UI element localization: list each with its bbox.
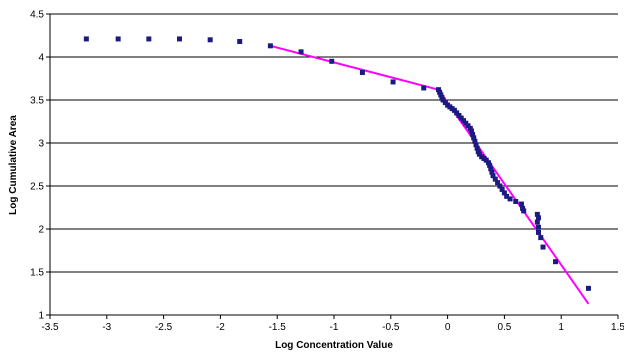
y-tick-label: 3.5 [30,96,44,107]
data-point [442,100,448,106]
data-point [474,145,480,151]
data-point [475,149,481,155]
x-tick-label: -1 [330,322,339,333]
trend-line [270,44,439,91]
data-point [513,198,519,204]
x-tick-label: 0 [445,322,451,333]
data-point [463,120,469,126]
data-point [440,97,446,103]
plot-area [50,14,618,315]
data-point [534,219,540,225]
data-point [501,190,507,196]
x-tick-label: -3 [102,322,111,333]
y-tick-label: 2.5 [30,182,44,193]
gridlines [50,13,618,273]
data-point [421,85,427,91]
data-point [390,79,396,85]
data-point [476,151,482,157]
data-point [487,162,493,168]
data-point [553,259,559,265]
y-tick-labels: 1 1.5 2 2.5 3 3.5 4 4.5 [30,10,44,322]
data-point [237,39,243,45]
data-point [456,112,462,118]
data-point [146,36,152,42]
data-point [439,94,445,100]
data-point [492,176,498,182]
x-axis-title: Log Concentration Value [275,340,393,351]
data-point [458,115,464,121]
data-point [490,173,496,179]
data-point [329,58,335,64]
y-tick-label: 4 [38,53,44,64]
data-point [471,135,477,141]
data-point [115,36,121,42]
data-point [499,186,505,192]
data-point [485,160,491,166]
data-point [83,36,89,42]
y-tick-label: 1 [38,311,44,322]
data-point [465,123,471,129]
data-point [207,37,213,43]
data-point [473,142,479,148]
data-point [538,235,544,241]
data-point [436,87,442,93]
data-point [535,215,541,221]
data-point [461,118,467,124]
x-tick-label: -2.5 [155,322,173,333]
x-tick-label: 1 [558,322,564,333]
y-tick-label: 3 [38,139,44,150]
data-point [470,131,476,137]
data-point [497,183,503,189]
y-tick-label: 1.5 [30,268,44,279]
axes [46,13,619,319]
y-tick-label: 2 [38,225,44,236]
data-point [520,205,526,211]
data-point [483,157,489,163]
x-tick-label: 0.5 [497,322,511,333]
x-tick-label: -1.5 [269,322,287,333]
data-point [495,180,501,186]
y-tick-label: 4.5 [30,10,44,21]
data-point [467,125,473,131]
data-point [504,193,510,199]
y-axis-title: Log Cumulative Area [8,115,19,215]
data-point [451,107,457,113]
data-point [359,69,365,75]
x-tick-labels: -3.5 -3 -2.5 -2 -1.5 -1 -0.5 0 0.5 1 1.5 [41,322,624,333]
data-point [454,110,460,116]
x-tick-label: -0.5 [382,322,400,333]
data-point [507,196,513,202]
data-point [540,244,546,250]
data-point [472,138,478,144]
data-points [83,36,591,291]
data-point [585,285,591,291]
data-point [298,49,304,55]
data-point [177,36,183,42]
data-point [488,166,494,172]
x-tick-label: -2 [216,322,225,333]
data-point [535,229,541,235]
data-point [534,211,540,217]
data-point [535,224,541,230]
data-point [489,169,495,175]
data-point [468,128,474,134]
x-tick-label: -3.5 [41,322,59,333]
x-tick-label: 1.5 [611,322,624,333]
data-point [521,208,527,214]
data-point [437,89,443,95]
data-point [267,43,273,49]
data-point [518,201,524,207]
data-point [438,92,444,98]
